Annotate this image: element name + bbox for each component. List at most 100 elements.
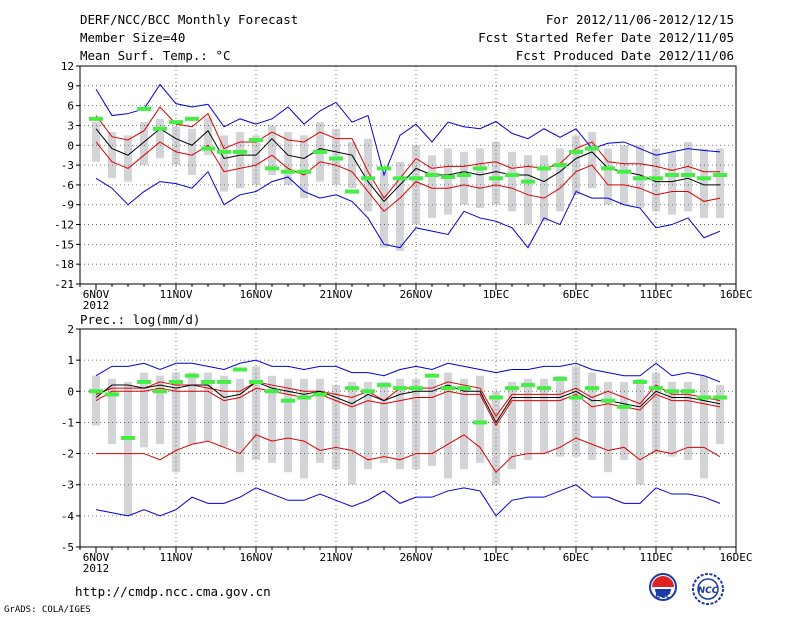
temp-box-26 xyxy=(508,151,516,212)
temp-box-10 xyxy=(252,135,260,185)
prec-box-37 xyxy=(684,381,692,460)
prec-series-mean xyxy=(95,381,721,424)
temp-ytick-label-4: 0 xyxy=(67,139,74,152)
prec-marker-39 xyxy=(713,395,727,400)
bcc-logo-globe-icon xyxy=(655,589,671,597)
prec-box-34 xyxy=(636,378,644,485)
forecast-produced-date: Fcst Produced Date 2012/11/06 xyxy=(515,48,734,63)
temp-marker-11 xyxy=(265,166,279,171)
prec-box-17 xyxy=(364,381,372,470)
prec-marker-13 xyxy=(297,395,311,400)
prec-box-20 xyxy=(412,378,420,470)
temp-box-31 xyxy=(588,132,596,189)
temp-marker-21 xyxy=(425,173,439,177)
temp-box-9 xyxy=(236,132,244,189)
prec-marker-9 xyxy=(233,367,247,372)
temp-marker-10 xyxy=(249,137,263,142)
prec-box-14 xyxy=(316,378,324,463)
temp-ytick-label-8: -12 xyxy=(54,219,74,232)
prec-box-38 xyxy=(700,375,708,479)
temp-ytick-label-10: -18 xyxy=(54,258,74,271)
temp-frame xyxy=(79,65,737,285)
prec-box-1 xyxy=(108,378,116,445)
temp-ytick-label-9: -15 xyxy=(54,238,74,251)
prec-box-3 xyxy=(140,372,148,448)
temp-box-13 xyxy=(300,135,308,199)
prec-marker-22 xyxy=(441,386,455,391)
temp-ytick-label-5: -3 xyxy=(61,159,74,172)
temp-marker-30 xyxy=(569,149,583,154)
temp-box-39 xyxy=(716,148,724,218)
prec-frame xyxy=(79,328,737,548)
temp-marker-32 xyxy=(601,166,615,171)
prec-xtick-label-0: 6NOV xyxy=(83,551,110,564)
temp-xtick-label-2: 16NOV xyxy=(239,288,272,301)
temp-box-5 xyxy=(172,126,180,166)
prec-marker-4 xyxy=(153,389,167,394)
ncc-logo-text: NCC xyxy=(698,586,719,596)
temp-series-upper-inner xyxy=(95,106,720,199)
prec-marker-21 xyxy=(425,373,439,378)
prec-marker-3 xyxy=(137,379,151,384)
temp-box-7 xyxy=(204,117,212,156)
temp-marker-39 xyxy=(713,173,727,177)
temp-box-22 xyxy=(444,148,452,215)
temp-box-12 xyxy=(284,132,292,185)
prec-marker-1 xyxy=(105,392,119,397)
temp-box-32 xyxy=(604,148,612,205)
prec-marker-8 xyxy=(217,379,231,384)
prec-marker-6 xyxy=(185,373,199,378)
temp-xtick-year: 2012 xyxy=(83,299,110,312)
precipitation-chart: 2 1 0 -1 -2 -3 -4 -5 6NOV 11NOV 16NOV 21NOV 26NOV 1DE… xyxy=(61,323,753,575)
prec-box-24 xyxy=(476,375,484,463)
prec-marker-7 xyxy=(201,379,215,384)
temperature-chart: 12 9 6 3 0 -3 -6 -9 -12 -15 -18 -21 6NOV 11NOV 16NOV 21… xyxy=(54,60,752,312)
temp-ytick-label-6: -6 xyxy=(61,179,74,192)
prec-ytick-label-2: 0 xyxy=(67,385,74,398)
prec-marker-32 xyxy=(601,398,615,403)
temp-box-36 xyxy=(668,151,676,215)
prec-series-lower-outer xyxy=(95,484,721,517)
prec-marker-18 xyxy=(377,383,391,388)
prec-ytick-label-3: -1 xyxy=(61,416,74,429)
prec-box-9 xyxy=(236,378,244,473)
prec-box-4 xyxy=(156,375,164,445)
temp-marker-25 xyxy=(489,176,503,181)
prec-ytick-label-6: -4 xyxy=(61,510,75,523)
temp-marker-22 xyxy=(441,174,455,179)
prec-marker-27 xyxy=(521,383,535,388)
temp-box-3 xyxy=(140,122,148,166)
temp-box-33 xyxy=(620,145,628,205)
prec-box-11 xyxy=(268,375,276,463)
temp-marker-20 xyxy=(409,176,423,181)
ncc-logo-ring xyxy=(692,573,724,605)
prec-box-6 xyxy=(188,372,196,445)
prec-marker-33 xyxy=(617,404,631,409)
prec-series-upper-inner xyxy=(95,381,721,418)
prec-xtick-label-4: 26NOV xyxy=(399,551,432,564)
temp-series-upper-outer xyxy=(95,83,721,177)
temp-xtick-label-4: 26NOV xyxy=(399,288,432,301)
temp-marker-16 xyxy=(345,189,359,194)
prec-marker-38 xyxy=(697,395,711,400)
forecast-period: For 2012/11/06-2012/12/15 xyxy=(545,12,734,27)
temp-xtick-label-8: 16DEC xyxy=(719,288,752,301)
prec-marker-30 xyxy=(569,395,583,400)
prec-marker-19 xyxy=(393,386,407,391)
temp-box-18 xyxy=(380,171,388,248)
prec-marker-12 xyxy=(281,398,295,403)
member-size: Member Size=40 xyxy=(80,30,186,45)
prec-series-lower-inner2 xyxy=(96,434,721,474)
prec-marker-5 xyxy=(169,379,183,384)
temp-marker-24 xyxy=(473,166,487,171)
temp-box-24 xyxy=(476,148,484,209)
prec-marker-16 xyxy=(345,386,359,391)
forecast-started-date: Fcst Started Refer Date 2012/11/05 xyxy=(478,30,734,45)
temp-box-2 xyxy=(124,135,132,182)
prec-box-7 xyxy=(204,372,212,442)
temp-box-28 xyxy=(540,155,548,222)
temp-box-8 xyxy=(220,135,228,192)
prec-marker-17 xyxy=(361,389,375,394)
source-url[interactable]: http://cmdp.ncc.cma.gov.cn xyxy=(75,584,271,599)
temp-marker-29 xyxy=(553,163,567,168)
